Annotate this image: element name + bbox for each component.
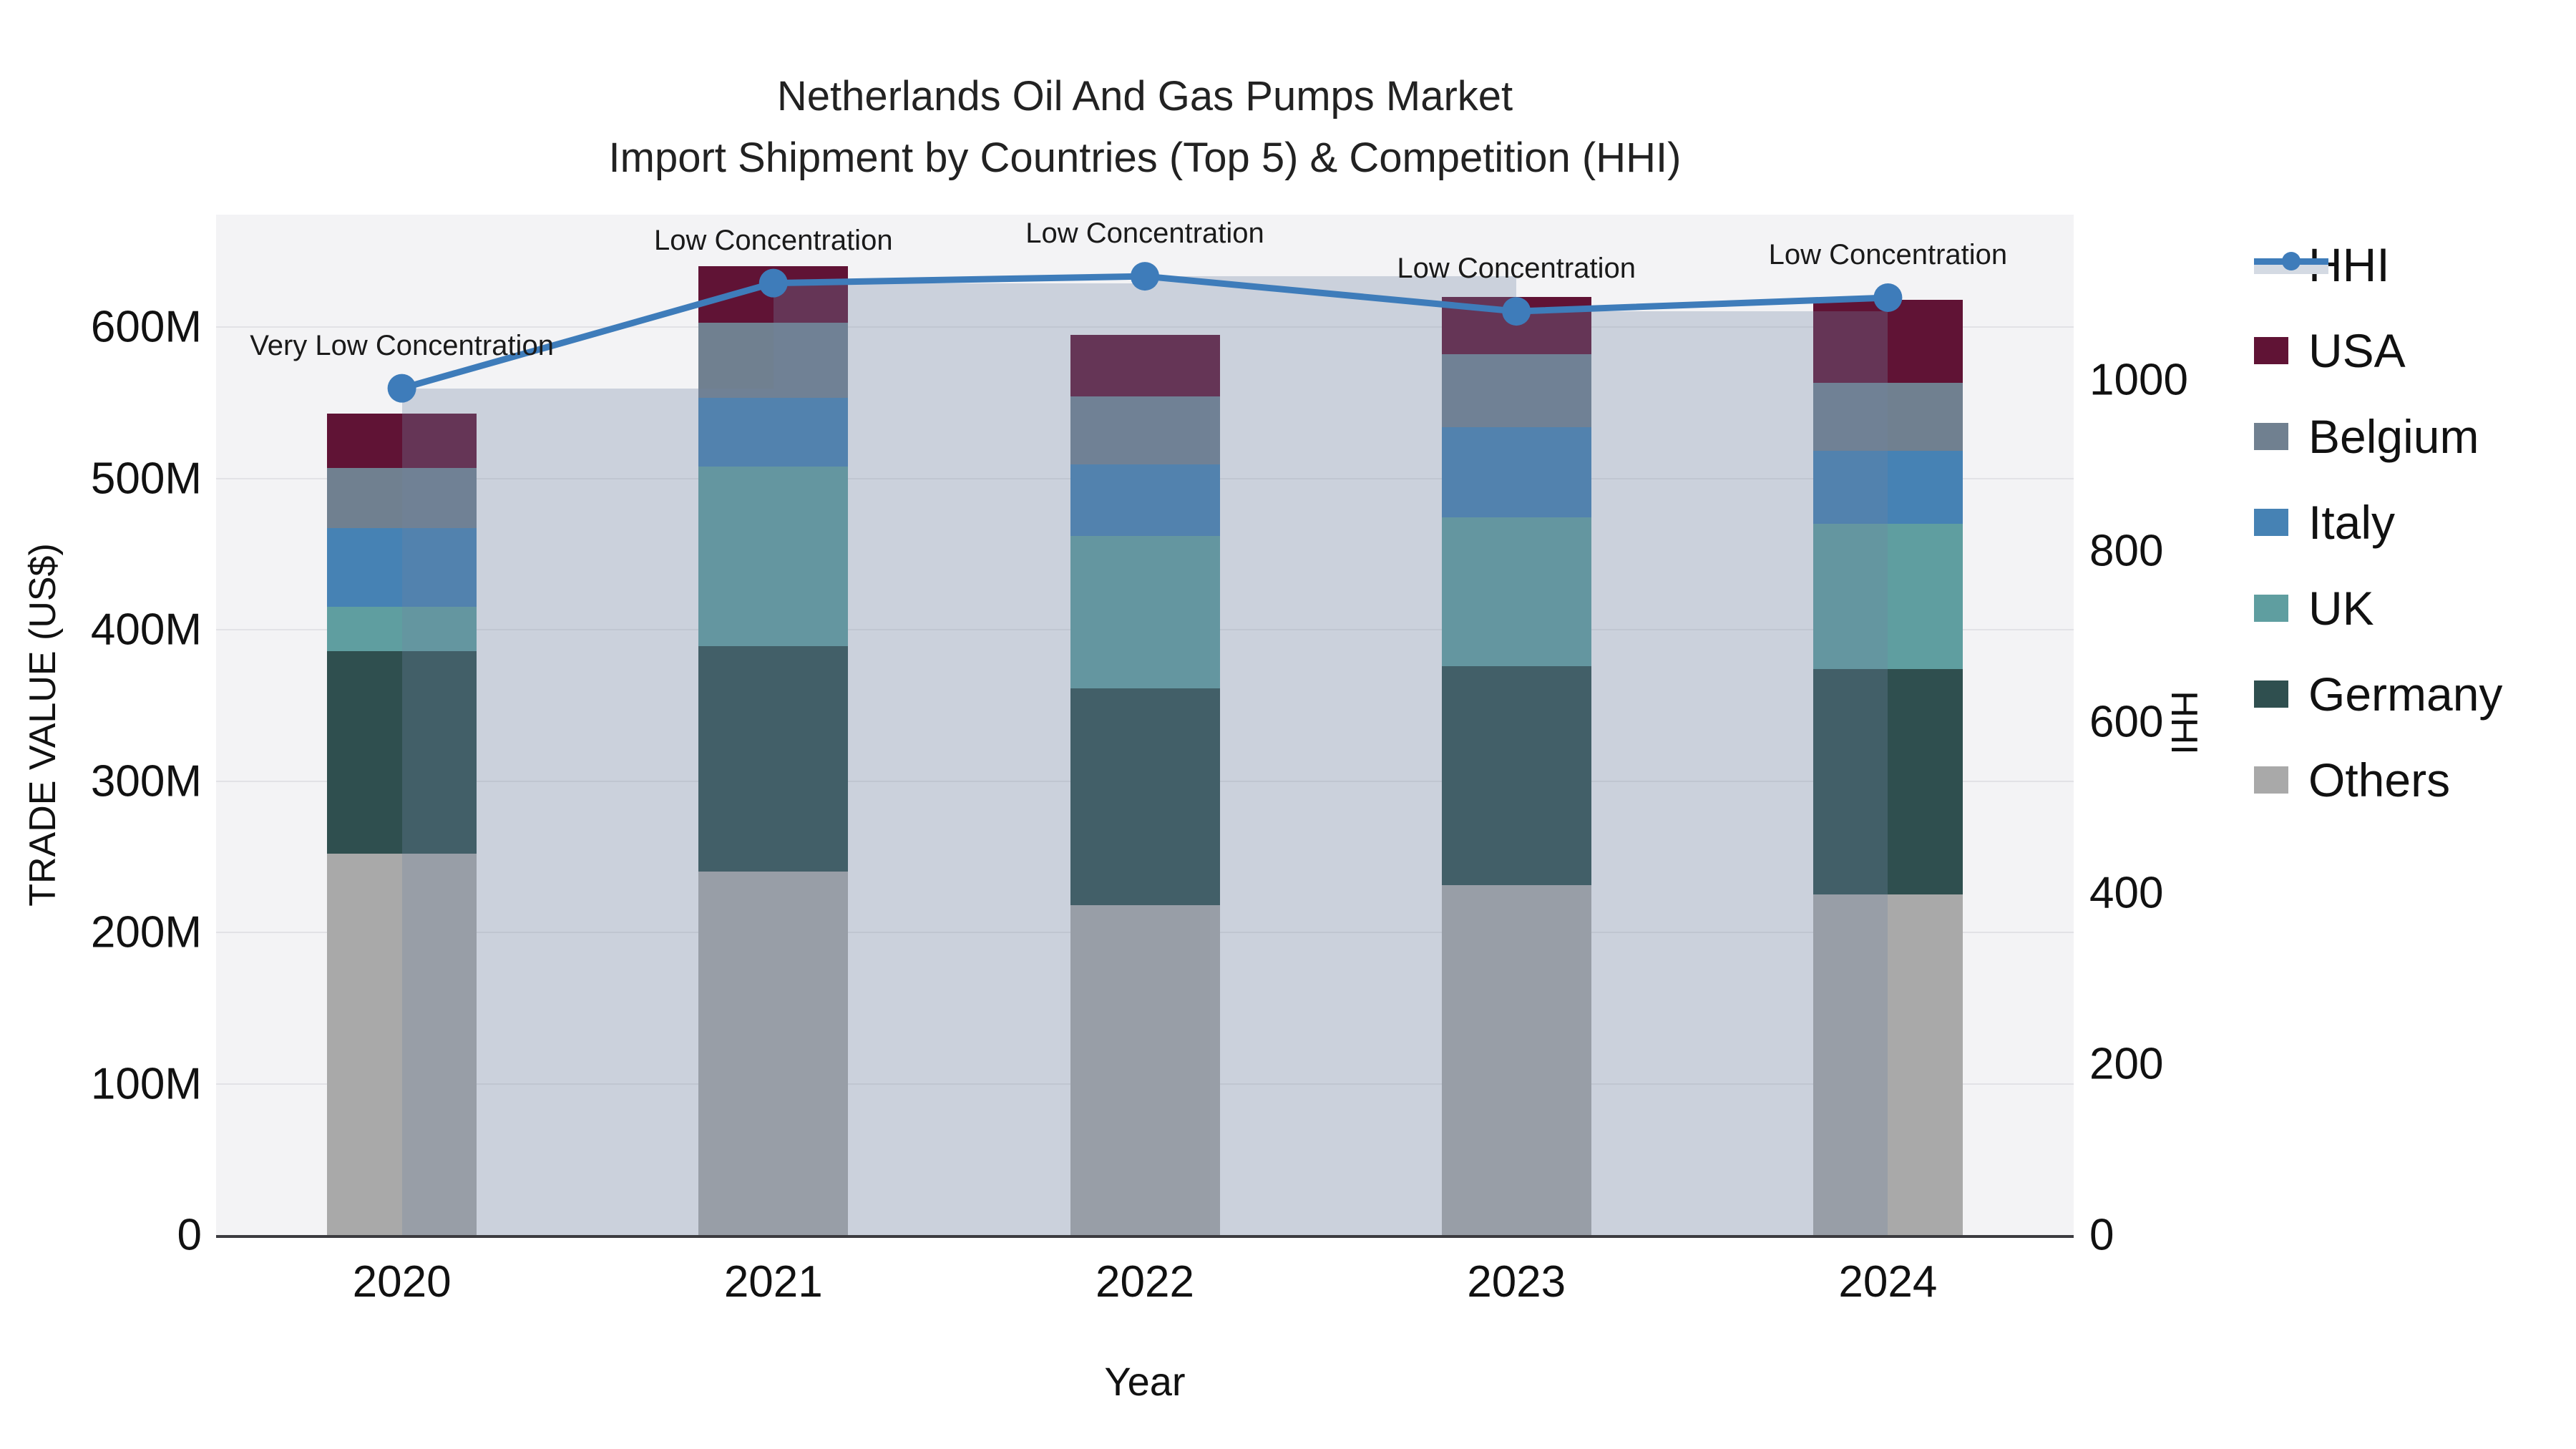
y-right-tick-200: 200 <box>2089 1039 2164 1089</box>
y-left-tick-400M: 400M <box>90 605 202 655</box>
x-tick-2024: 2024 <box>1838 1257 1938 1307</box>
x-tick-2021: 2021 <box>723 1257 823 1307</box>
bar-segment-Others-2021[interactable] <box>698 872 849 1235</box>
gridline-600M <box>216 326 2074 328</box>
bar-segment-Germany-2021[interactable] <box>698 646 849 872</box>
chart-title-line1: Netherlands Oil And Gas Pumps Market <box>776 73 1513 119</box>
legend-swatch-others <box>2254 766 2288 794</box>
bar-segment-UK-2024[interactable] <box>1813 523 1963 669</box>
hhi-marker-2024[interactable] <box>1873 283 1903 312</box>
legend-label-others: Others <box>2308 753 2451 806</box>
legend-swatch-belgium <box>2254 423 2288 450</box>
bar-segment-USA-2024[interactable] <box>1813 299 1963 384</box>
legend-item-usa[interactable]: USA <box>2254 323 2502 378</box>
hhi-bar-2023[interactable] <box>1516 311 1888 1235</box>
legend-swatch-uk <box>2254 595 2288 622</box>
bar-segment-Belgium-2022[interactable] <box>1070 396 1220 465</box>
bar-segment-Others-2020[interactable] <box>327 854 477 1235</box>
y-left-tick-0: 0 <box>177 1210 202 1260</box>
legend-hhi-line-icon <box>2254 252 2328 277</box>
hhi-line-layer <box>387 262 1903 403</box>
bar-segment-Belgium-2021[interactable] <box>698 322 849 399</box>
bar-segment-Italy-2022[interactable] <box>1070 464 1220 536</box>
y-right-tick-400: 400 <box>2089 868 2164 918</box>
hhi-marker-2022[interactable] <box>1131 262 1159 291</box>
legend-item-others[interactable]: Others <box>2254 753 2502 807</box>
legend-item-germany[interactable]: Germany <box>2254 667 2502 721</box>
bar-segment-UK-2021[interactable] <box>698 466 849 647</box>
hhi-bar-2021[interactable] <box>773 283 1145 1235</box>
x-tick-2023: 2023 <box>1467 1257 1566 1307</box>
legend-label-belgium: Belgium <box>2308 410 2479 463</box>
legend: HHI USA Belgium Italy UK Germany Others <box>2254 238 2502 807</box>
legend-label-italy: Italy <box>2308 496 2396 549</box>
annotation-2024: Low Concentration <box>1768 238 2008 270</box>
bar-segment-Others-2024[interactable] <box>1813 894 1963 1235</box>
plot-area: Very Low Concentration Low Concentration L… <box>216 215 2074 1238</box>
bar-segment-Germany-2022[interactable] <box>1070 688 1220 905</box>
annotation-2020: Very Low Concentration <box>250 329 554 361</box>
y-right-tick-1000: 1000 <box>2089 355 2188 405</box>
y-right-tick-600: 600 <box>2089 697 2164 747</box>
bar-segment-UK-2020[interactable] <box>327 607 477 651</box>
annotation-2023: Low Concentration <box>1397 253 1636 285</box>
bar-segment-UK-2022[interactable] <box>1070 535 1220 689</box>
bar-segment-Others-2023[interactable] <box>1441 885 1591 1235</box>
legend-swatch-germany <box>2254 680 2288 708</box>
legend-item-uk[interactable]: UK <box>2254 581 2502 635</box>
bar-segment-USA-2020[interactable] <box>327 413 477 468</box>
annotation-2021: Low Concentration <box>654 224 893 256</box>
y-left-tick-300M: 300M <box>90 756 202 806</box>
chart-title: Netherlands Oil And Gas Pumps Market Imp… <box>216 66 2074 189</box>
legend-item-italy[interactable]: Italy <box>2254 495 2502 550</box>
legend-item-hhi[interactable]: HHI <box>2254 238 2502 292</box>
y-right-tick-800: 800 <box>2089 526 2164 576</box>
bar-segment-Italy-2024[interactable] <box>1813 451 1963 524</box>
annotation-2022: Low Concentration <box>1025 218 1264 250</box>
x-tick-2020: 2020 <box>352 1257 452 1307</box>
legend-label-usa: USA <box>2308 324 2406 377</box>
legend-swatch-usa <box>2254 337 2288 364</box>
hhi-marker-2023[interactable] <box>1502 297 1531 326</box>
bar-segment-Belgium-2024[interactable] <box>1813 383 1963 452</box>
legend-item-belgium[interactable]: Belgium <box>2254 409 2502 464</box>
x-tick-2022: 2022 <box>1096 1257 1194 1307</box>
bar-segment-Italy-2023[interactable] <box>1441 426 1591 518</box>
bar-segment-Germany-2024[interactable] <box>1813 668 1963 895</box>
y-left-tick-100M: 100M <box>90 1059 202 1108</box>
y-right-tick-0: 0 <box>2089 1210 2114 1260</box>
bar-segment-Italy-2020[interactable] <box>327 528 477 608</box>
hhi-line[interactable] <box>401 273 1888 391</box>
y-left-tick-500M: 500M <box>90 454 202 503</box>
bar-segment-Germany-2020[interactable] <box>327 650 477 854</box>
chart-title-line2: Import Shipment by Countries (Top 5) & C… <box>608 135 1682 181</box>
x-axis-title: Year <box>1104 1359 1186 1404</box>
bar-segment-UK-2023[interactable] <box>1441 517 1591 666</box>
bar-segment-Germany-2023[interactable] <box>1441 665 1591 886</box>
hhi-marker-2020[interactable] <box>387 374 416 403</box>
legend-label-uk: UK <box>2308 582 2374 635</box>
hhi-marker-2021[interactable] <box>758 268 788 298</box>
legend-label-germany: Germany <box>2308 668 2503 721</box>
hhi-bar-2020[interactable] <box>401 388 774 1235</box>
y-axis-right-title: HHI <box>2163 691 2205 755</box>
bar-segment-USA-2022[interactable] <box>1070 334 1220 397</box>
bar-segment-Belgium-2023[interactable] <box>1441 354 1591 427</box>
bar-segment-Belgium-2020[interactable] <box>327 467 477 529</box>
bar-segment-Others-2022[interactable] <box>1070 904 1220 1235</box>
y-axis-left-title: TRADE VALUE (US$) <box>22 543 64 907</box>
legend-swatch-italy <box>2254 509 2288 536</box>
bar-segment-Italy-2021[interactable] <box>698 398 849 467</box>
y-left-tick-200M: 200M <box>90 907 202 957</box>
hhi-bar-2022[interactable] <box>1145 276 1517 1235</box>
y-left-tick-600M: 600M <box>90 302 202 352</box>
